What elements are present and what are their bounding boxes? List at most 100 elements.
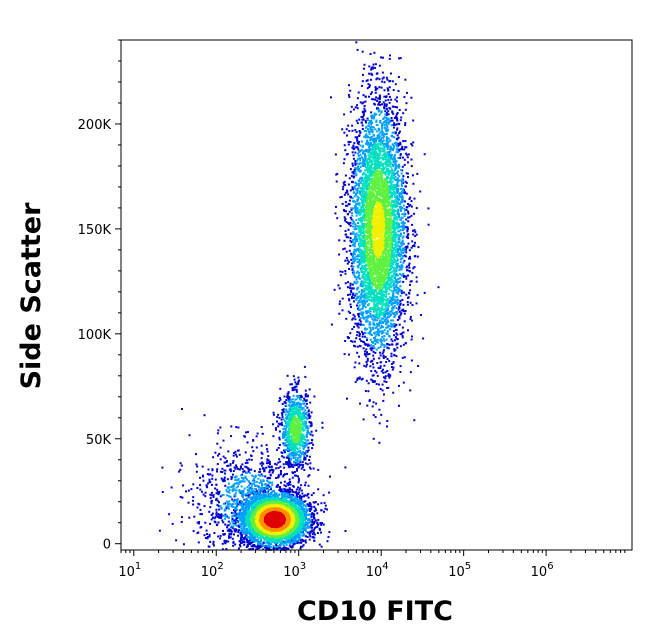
event-point xyxy=(355,119,358,122)
event-point xyxy=(291,541,294,544)
event-point xyxy=(355,208,358,211)
event-point xyxy=(351,181,354,184)
event-point xyxy=(303,458,306,461)
event-point xyxy=(282,475,285,478)
event-point xyxy=(395,243,398,246)
event-point xyxy=(387,374,390,377)
event-point xyxy=(255,497,258,500)
event-point xyxy=(220,514,223,517)
event-point xyxy=(180,464,183,467)
event-point xyxy=(401,181,404,184)
event-point xyxy=(188,516,191,519)
event-point xyxy=(324,504,327,507)
event-point xyxy=(363,281,366,284)
event-point xyxy=(366,320,369,323)
event-point xyxy=(334,212,337,215)
event-point xyxy=(385,144,388,147)
event-point xyxy=(359,320,362,323)
event-point xyxy=(274,427,277,430)
event-point xyxy=(336,172,339,175)
event-point xyxy=(380,413,383,416)
event-point xyxy=(343,353,346,356)
event-point xyxy=(260,540,263,543)
event-point xyxy=(244,451,247,454)
event-point xyxy=(234,509,237,512)
event-point xyxy=(241,504,244,507)
event-point xyxy=(284,420,287,423)
event-point xyxy=(395,291,398,294)
event-point xyxy=(198,522,200,525)
event-point xyxy=(370,111,373,114)
event-point xyxy=(279,488,282,491)
event-point xyxy=(399,333,402,336)
event-point xyxy=(285,399,288,402)
event-point xyxy=(240,531,243,534)
event-point xyxy=(371,121,374,124)
event-point xyxy=(268,469,271,472)
event-point xyxy=(291,497,294,500)
event-point xyxy=(396,192,399,194)
event-point xyxy=(402,381,405,384)
event-point xyxy=(286,454,289,457)
event-point xyxy=(215,514,218,517)
event-point xyxy=(238,481,241,484)
event-point xyxy=(392,275,395,278)
event-point xyxy=(370,119,373,122)
event-point xyxy=(406,303,409,306)
event-point xyxy=(312,522,315,525)
event-point xyxy=(215,498,218,501)
event-point xyxy=(343,158,346,161)
event-point xyxy=(353,315,356,318)
event-point xyxy=(400,216,403,219)
event-point xyxy=(397,165,399,168)
event-point xyxy=(304,458,307,461)
event-point xyxy=(291,544,294,547)
event-point xyxy=(395,185,398,187)
event-point xyxy=(345,250,348,253)
event-point xyxy=(218,452,221,455)
event-point xyxy=(243,543,246,546)
event-point xyxy=(365,288,367,291)
event-point xyxy=(402,255,404,257)
event-point xyxy=(302,440,304,443)
event-point xyxy=(388,155,391,158)
event-point xyxy=(267,541,270,544)
event-point xyxy=(368,353,371,355)
event-point xyxy=(358,319,361,322)
event-point xyxy=(288,455,291,458)
event-point xyxy=(364,301,367,304)
event-point xyxy=(279,465,282,468)
event-point xyxy=(301,502,304,505)
event-point xyxy=(376,362,379,364)
event-point xyxy=(353,366,356,369)
event-point xyxy=(285,449,288,452)
event-point xyxy=(366,359,369,362)
event-point xyxy=(374,351,377,354)
event-point xyxy=(265,444,268,447)
event-point xyxy=(276,485,279,488)
event-point xyxy=(269,493,271,496)
event-point xyxy=(244,512,247,515)
event-point xyxy=(400,183,403,186)
event-point xyxy=(375,96,378,99)
event-point xyxy=(243,538,246,541)
event-point xyxy=(405,152,408,155)
event-point xyxy=(244,462,247,464)
event-point xyxy=(350,289,352,292)
event-point xyxy=(357,187,359,190)
event-point xyxy=(343,239,346,242)
event-point xyxy=(394,83,397,86)
event-point xyxy=(291,490,294,493)
event-point xyxy=(375,138,378,141)
event-point xyxy=(397,298,399,301)
event-point xyxy=(241,463,244,466)
event-point xyxy=(367,125,370,128)
event-point xyxy=(393,288,396,291)
event-point xyxy=(382,308,385,311)
event-point xyxy=(242,496,244,499)
event-point xyxy=(300,467,303,470)
event-point xyxy=(244,475,247,478)
event-point xyxy=(394,274,397,277)
event-point xyxy=(291,495,294,498)
event-point xyxy=(355,131,358,133)
